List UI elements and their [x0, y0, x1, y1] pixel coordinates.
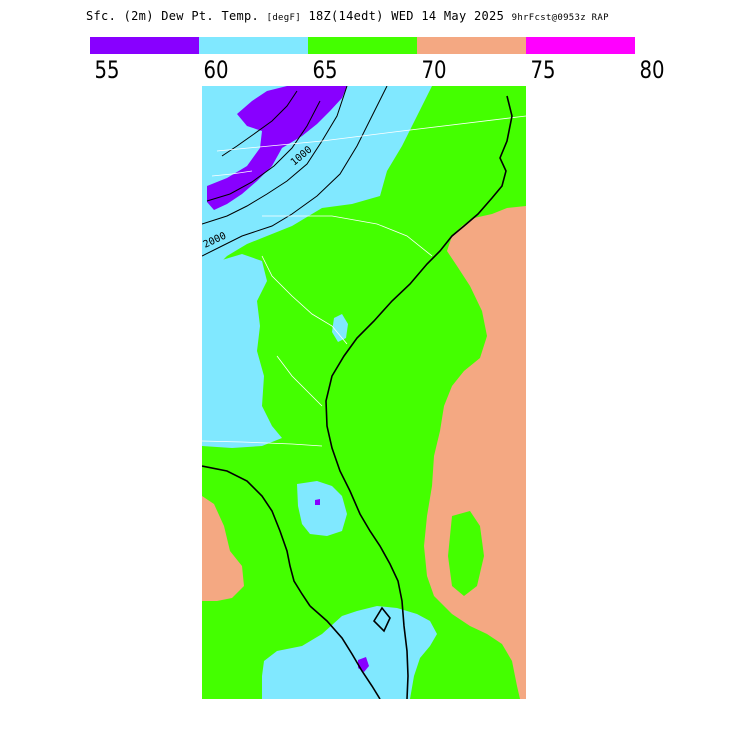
region-65-70-east-bump — [448, 511, 484, 596]
title-main: Sfc. (2m) Dew Pt. Temp. — [86, 9, 260, 23]
region-60-65-northwest — [202, 86, 432, 268]
legend-tick-80: 80 — [639, 56, 665, 84]
legend-tick-75: 75 — [530, 56, 556, 84]
legend-tick-65: 65 — [312, 56, 338, 84]
legend-swatch-75-80 — [526, 37, 635, 54]
coastline — [202, 95, 513, 699]
legend-swatch-70-75 — [417, 37, 526, 54]
color-legend — [90, 37, 635, 54]
legend-swatch-65-70 — [308, 37, 417, 54]
legend-tick-60: 60 — [203, 56, 229, 84]
title-forecast: 9hrFcst@0953z RAP — [511, 13, 609, 23]
state-boundaries — [202, 115, 526, 447]
region-60-65-south-central — [297, 481, 347, 536]
region-60-65-small — [332, 314, 348, 342]
legend-tick-55: 55 — [94, 56, 120, 84]
title-units: [degF] — [266, 13, 301, 23]
legend-swatch-55-60 — [90, 37, 199, 54]
region-60-65-south — [262, 606, 437, 699]
region-70-75-east — [424, 206, 526, 699]
title-time: 18Z(14edt) WED 14 May 2025 — [308, 9, 505, 23]
legend-ticks: 55 60 65 70 75 80 — [0, 56, 729, 90]
height-contours — [202, 86, 388, 257]
legend-swatch-60-65 — [199, 37, 308, 54]
dewpoint-map: 2000 1000 — [202, 86, 526, 699]
region-55-60-tiny — [315, 499, 320, 505]
region-70-75-island — [446, 426, 482, 454]
region-60-65-west — [202, 254, 282, 448]
region-70-75-southwest — [202, 496, 244, 601]
chart-title: Sfc. (2m) Dew Pt. Temp. [degF] 18Z(14edt… — [86, 9, 609, 23]
legend-tick-70: 70 — [421, 56, 447, 84]
